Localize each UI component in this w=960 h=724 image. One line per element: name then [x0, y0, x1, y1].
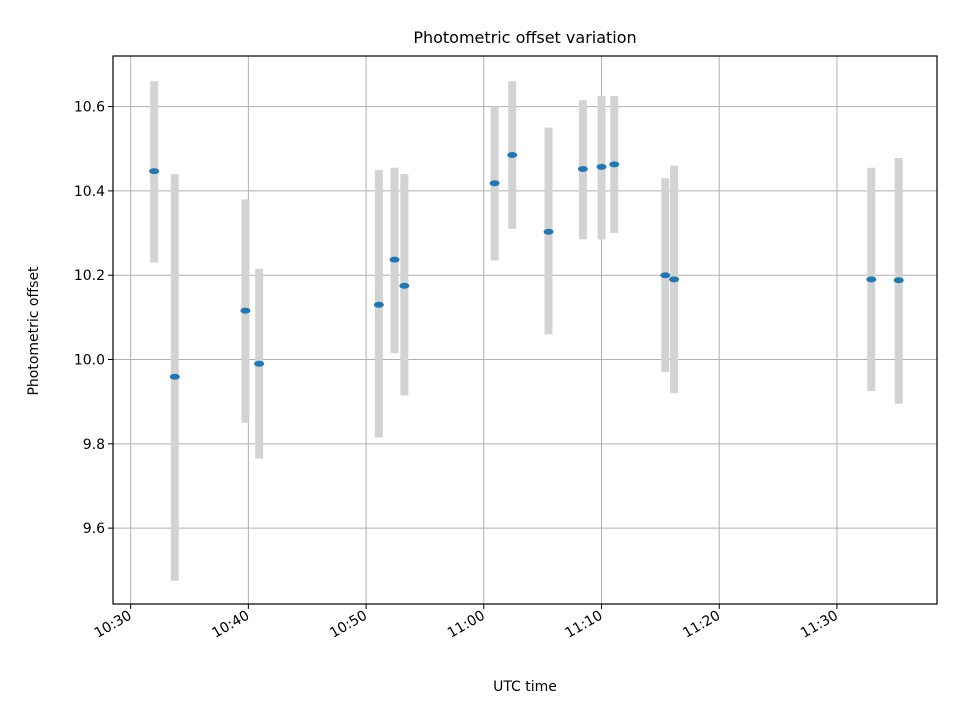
y-tick-label: 9.6: [83, 521, 105, 537]
chart-title: Photometric offset variation: [413, 28, 636, 47]
data-point: [254, 360, 265, 367]
data-point: [609, 161, 620, 168]
plot-area-frame: [112, 55, 938, 605]
x-axis-label: UTC time: [493, 679, 557, 695]
data-point: [543, 228, 554, 235]
data-point: [866, 276, 877, 283]
data-point: [669, 276, 680, 283]
data-point: [577, 165, 588, 172]
y-axis-ticks: 9.6 9.8 10.0 10.2 10.4 10.6: [74, 100, 113, 537]
data-point: [169, 373, 180, 380]
data-point: [389, 256, 400, 263]
data-point: [660, 272, 671, 279]
y-tick-label: 10.2: [74, 268, 105, 284]
data-point: [489, 180, 500, 187]
data-point: [240, 307, 251, 314]
data-points: [149, 152, 904, 380]
data-point: [893, 277, 904, 284]
data-point: [507, 152, 518, 159]
data-point: [373, 301, 384, 308]
data-point: [596, 163, 607, 170]
y-tick-label: 9.8: [83, 437, 105, 453]
y-tick-label: 10.6: [74, 100, 105, 116]
y-tick-label: 10.4: [74, 184, 105, 200]
data-point: [149, 168, 160, 175]
data-point: [399, 282, 410, 289]
y-axis-label: Photometric offset: [26, 266, 42, 396]
y-tick-label: 10.0: [74, 353, 105, 369]
